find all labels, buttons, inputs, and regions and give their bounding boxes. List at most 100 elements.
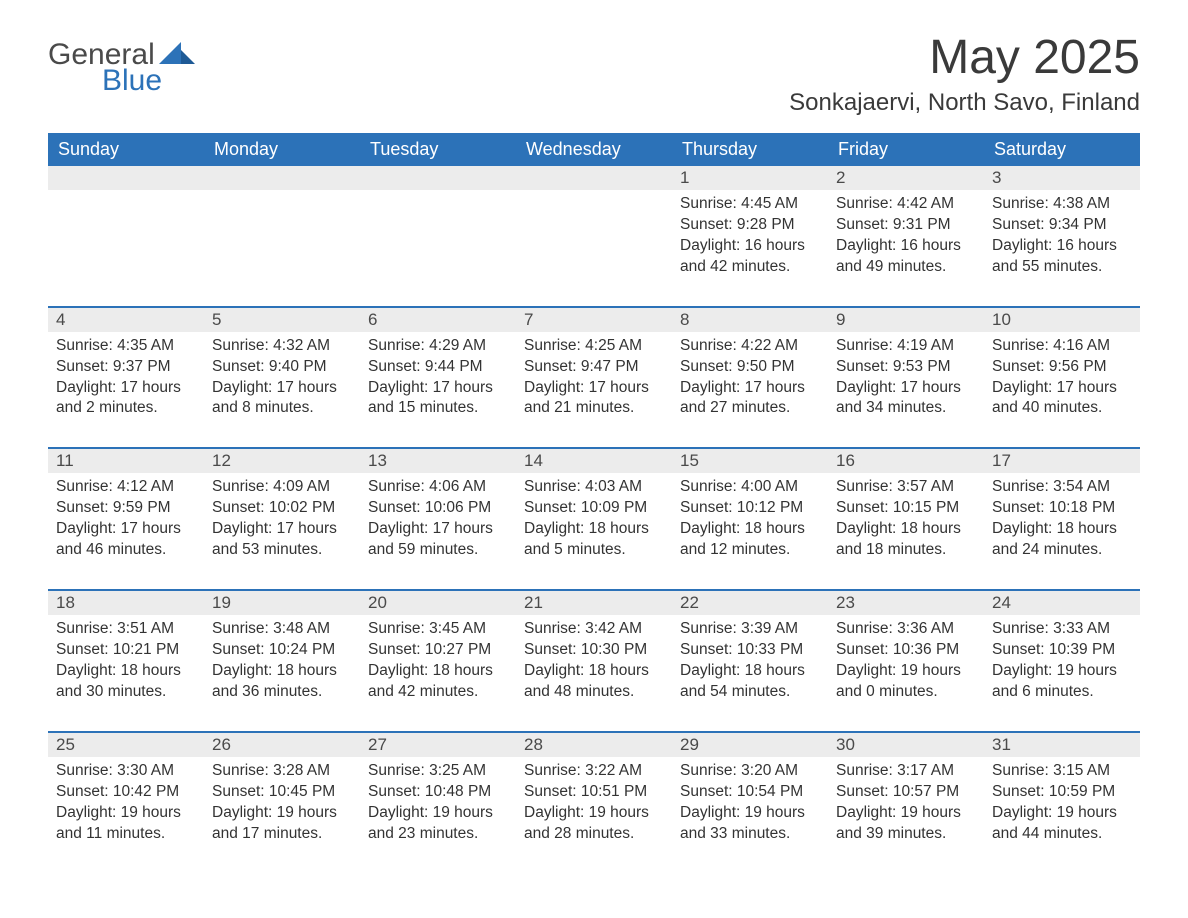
sunrise-text: Sunrise: 3:36 AM [836, 619, 976, 640]
empty-cell [48, 190, 204, 307]
sunset-text: Sunset: 10:57 PM [836, 782, 976, 803]
daylight-text: Daylight: 17 hours and 34 minutes. [836, 378, 976, 420]
sunset-text: Sunset: 10:59 PM [992, 782, 1132, 803]
day-detail: Sunrise: 3:57 AMSunset: 10:15 PMDaylight… [828, 473, 984, 590]
detail-row: Sunrise: 4:45 AMSunset: 9:28 PMDaylight:… [48, 190, 1140, 307]
daylight-text: Daylight: 16 hours and 49 minutes. [836, 236, 976, 278]
sunset-text: Sunset: 9:56 PM [992, 357, 1132, 378]
daylight-text: Daylight: 17 hours and 46 minutes. [56, 519, 196, 561]
daylight-text: Daylight: 17 hours and 27 minutes. [680, 378, 820, 420]
sunrise-text: Sunrise: 3:48 AM [212, 619, 352, 640]
sunrise-text: Sunrise: 3:57 AM [836, 477, 976, 498]
sunrise-text: Sunrise: 4:32 AM [212, 336, 352, 357]
daylight-text: Daylight: 17 hours and 40 minutes. [992, 378, 1132, 420]
day-detail: Sunrise: 4:42 AMSunset: 9:31 PMDaylight:… [828, 190, 984, 307]
daylight-text: Daylight: 16 hours and 42 minutes. [680, 236, 820, 278]
daylight-text: Daylight: 19 hours and 28 minutes. [524, 803, 664, 845]
empty-cell [516, 190, 672, 307]
daylight-text: Daylight: 19 hours and 17 minutes. [212, 803, 352, 845]
empty-cell [204, 190, 360, 307]
daynum-row: 25262728293031 [48, 733, 1140, 757]
empty-cell [360, 166, 516, 190]
sunset-text: Sunset: 10:21 PM [56, 640, 196, 661]
sunset-text: Sunset: 10:45 PM [212, 782, 352, 803]
sunset-text: Sunset: 10:36 PM [836, 640, 976, 661]
day-detail: Sunrise: 3:45 AMSunset: 10:27 PMDaylight… [360, 615, 516, 732]
sunrise-text: Sunrise: 4:09 AM [212, 477, 352, 498]
day-number: 21 [516, 591, 672, 615]
day-header-thursday: Thursday [672, 133, 828, 166]
sunset-text: Sunset: 10:06 PM [368, 498, 508, 519]
sunrise-text: Sunrise: 3:28 AM [212, 761, 352, 782]
detail-row: Sunrise: 4:12 AMSunset: 9:59 PMDaylight:… [48, 473, 1140, 590]
sunset-text: Sunset: 10:48 PM [368, 782, 508, 803]
daylight-text: Daylight: 16 hours and 55 minutes. [992, 236, 1132, 278]
daylight-text: Daylight: 17 hours and 15 minutes. [368, 378, 508, 420]
daylight-text: Daylight: 18 hours and 42 minutes. [368, 661, 508, 703]
sunset-text: Sunset: 10:39 PM [992, 640, 1132, 661]
sunset-text: Sunset: 9:31 PM [836, 215, 976, 236]
sunrise-text: Sunrise: 4:12 AM [56, 477, 196, 498]
day-number: 11 [48, 449, 204, 473]
sunrise-text: Sunrise: 4:35 AM [56, 336, 196, 357]
empty-cell [204, 166, 360, 190]
calendar-table: SundayMondayTuesdayWednesdayThursdayFrid… [48, 133, 1140, 852]
daylight-text: Daylight: 18 hours and 36 minutes. [212, 661, 352, 703]
day-detail: Sunrise: 3:33 AMSunset: 10:39 PMDaylight… [984, 615, 1140, 732]
sunset-text: Sunset: 9:59 PM [56, 498, 196, 519]
sunset-text: Sunset: 10:02 PM [212, 498, 352, 519]
day-detail: Sunrise: 3:39 AMSunset: 10:33 PMDaylight… [672, 615, 828, 732]
daylight-text: Daylight: 18 hours and 12 minutes. [680, 519, 820, 561]
logo: General Blue [48, 30, 195, 98]
day-header-monday: Monday [204, 133, 360, 166]
sunrise-text: Sunrise: 3:54 AM [992, 477, 1132, 498]
sunset-text: Sunset: 10:18 PM [992, 498, 1132, 519]
page-title: May 2025 [789, 30, 1140, 85]
day-detail: Sunrise: 4:19 AMSunset: 9:53 PMDaylight:… [828, 332, 984, 449]
day-number: 20 [360, 591, 516, 615]
day-number: 27 [360, 733, 516, 757]
day-detail: Sunrise: 4:16 AMSunset: 9:56 PMDaylight:… [984, 332, 1140, 449]
day-number: 23 [828, 591, 984, 615]
daylight-text: Daylight: 17 hours and 2 minutes. [56, 378, 196, 420]
day-detail: Sunrise: 3:25 AMSunset: 10:48 PMDaylight… [360, 757, 516, 853]
day-detail: Sunrise: 4:22 AMSunset: 9:50 PMDaylight:… [672, 332, 828, 449]
day-number: 25 [48, 733, 204, 757]
daylight-text: Daylight: 18 hours and 54 minutes. [680, 661, 820, 703]
day-number: 10 [984, 308, 1140, 332]
day-detail: Sunrise: 3:51 AMSunset: 10:21 PMDaylight… [48, 615, 204, 732]
daylight-text: Daylight: 18 hours and 24 minutes. [992, 519, 1132, 561]
daynum-row: 45678910 [48, 308, 1140, 332]
day-number: 9 [828, 308, 984, 332]
day-number: 7 [516, 308, 672, 332]
day-number: 6 [360, 308, 516, 332]
day-detail: Sunrise: 3:22 AMSunset: 10:51 PMDaylight… [516, 757, 672, 853]
day-header-saturday: Saturday [984, 133, 1140, 166]
sunset-text: Sunset: 10:51 PM [524, 782, 664, 803]
day-number: 1 [672, 166, 828, 190]
sunrise-text: Sunrise: 4:06 AM [368, 477, 508, 498]
day-header-sunday: Sunday [48, 133, 204, 166]
day-number: 26 [204, 733, 360, 757]
sunrise-text: Sunrise: 3:30 AM [56, 761, 196, 782]
day-detail: Sunrise: 4:38 AMSunset: 9:34 PMDaylight:… [984, 190, 1140, 307]
day-number: 22 [672, 591, 828, 615]
day-detail: Sunrise: 3:15 AMSunset: 10:59 PMDaylight… [984, 757, 1140, 853]
detail-row: Sunrise: 3:30 AMSunset: 10:42 PM Daylight… [48, 757, 1140, 853]
sunrise-text: Sunrise: 3:51 AM [56, 619, 196, 640]
day-detail: Sunrise: 3:36 AMSunset: 10:36 PMDaylight… [828, 615, 984, 732]
sunrise-text: Sunrise: 4:16 AM [992, 336, 1132, 357]
empty-cell [516, 166, 672, 190]
sunset-text: Sunset: 9:53 PM [836, 357, 976, 378]
sunrise-text: Sunrise: 3:15 AM [992, 761, 1132, 782]
day-number: 18 [48, 591, 204, 615]
day-detail: Sunrise: 4:03 AMSunset: 10:09 PMDaylight… [516, 473, 672, 590]
sunset-text: Sunset: 10:42 PM [56, 782, 196, 803]
daynum-row: 123 [48, 166, 1140, 190]
sunrise-text: Sunrise: 4:45 AM [680, 194, 820, 215]
sunrise-text: Sunrise: 4:38 AM [992, 194, 1132, 215]
sunrise-text: Sunrise: 4:03 AM [524, 477, 664, 498]
sunset-text: Sunset: 10:27 PM [368, 640, 508, 661]
sunrise-text: Sunrise: 3:22 AM [524, 761, 664, 782]
day-detail: Sunrise: 4:45 AMSunset: 9:28 PMDaylight:… [672, 190, 828, 307]
